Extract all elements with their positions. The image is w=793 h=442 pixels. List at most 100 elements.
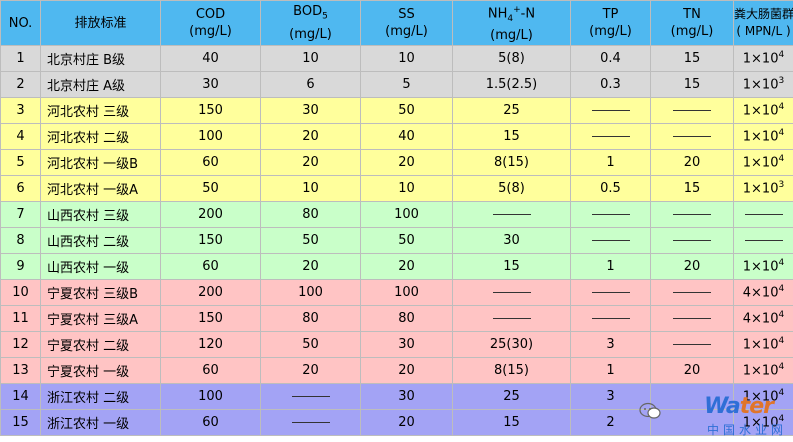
coliform-base: 1×10 [742, 129, 779, 145]
dash-mark: — [591, 318, 630, 319]
cell-no: 13 [0, 357, 41, 384]
cell-bod: 20 [260, 253, 361, 280]
coliform-base: 1×10 [742, 77, 779, 93]
table-row: 9 山西农村 一级 60 20 20 15 1 20 1×104 [0, 253, 793, 280]
cell-name: 山西农村 二级 [40, 227, 161, 254]
dash-mark: — [291, 396, 330, 397]
cell-cod: 120 [160, 331, 261, 358]
cell-no: 5 [0, 149, 41, 176]
cell-tn: — [650, 331, 734, 358]
cell-tn: — [650, 201, 734, 228]
coliform-base: 1×10 [742, 181, 779, 197]
coliform-base: 1×10 [742, 337, 779, 353]
cell-ss: 20 [360, 149, 453, 176]
cell-tp: 0.3 [570, 71, 651, 98]
dash-mark: — [673, 214, 711, 215]
cell-cod: 150 [160, 227, 261, 254]
coliform-exponent: 4 [778, 388, 785, 399]
cell-no: 8 [0, 227, 41, 254]
cell-no: 7 [0, 201, 41, 228]
coliform-exponent: 3 [778, 180, 785, 191]
cell-tn: 15 [650, 175, 734, 202]
cell-nh: 8(15) [452, 357, 571, 384]
coliform-exponent: 4 [778, 414, 785, 425]
table-row: 2 北京村庄 A级 30 6 5 1.5(2.5) 0.3 15 1×103 [0, 71, 793, 98]
cell-no: 2 [0, 71, 41, 98]
header-no: NO. [0, 0, 41, 46]
coliform-base: 1×10 [742, 51, 779, 67]
cell-ss: 40 [360, 123, 453, 150]
dash-mark: — [744, 240, 783, 241]
cell-name: 山西农村 一级 [40, 253, 161, 280]
cell-name: 浙江农村 二级 [40, 383, 161, 410]
header-tn: TN (mg/L) [650, 0, 734, 46]
cell-tn: — [650, 305, 734, 332]
cell-name: 北京村庄 B级 [40, 45, 161, 72]
cell-nh: 5(8) [452, 175, 571, 202]
cell-bod: 100 [260, 279, 361, 306]
cell-tp: 0.4 [570, 45, 651, 72]
cell-cod: 30 [160, 71, 261, 98]
header-ss: SS (mg/L) [360, 0, 453, 46]
header-standard: 排放标准 [40, 0, 161, 46]
cell-no: 6 [0, 175, 41, 202]
table-row: 6 河北农村 一级A 50 10 10 5(8) 0.5 15 1×103 [0, 175, 793, 202]
dash-mark: — [492, 318, 531, 319]
cell-ss: 10 [360, 175, 453, 202]
cell-nh: — [452, 279, 571, 306]
cell-tp: — [570, 201, 651, 228]
cell-cod: 60 [160, 253, 261, 280]
cell-name: 宁夏农村 三级B [40, 279, 161, 306]
watermark-logo: Water [704, 394, 774, 419]
cell-tp: 3 [570, 331, 651, 358]
cell-ss: 10 [360, 45, 453, 72]
cell-tp: 1 [570, 253, 651, 280]
cell-name: 宁夏农村 二级 [40, 331, 161, 358]
cell-cod: 40 [160, 45, 261, 72]
dash-mark: — [591, 110, 630, 111]
dash-mark: — [744, 214, 783, 215]
cell-no: 15 [0, 409, 41, 436]
cell-tn: 20 [650, 253, 734, 280]
cell-tn: — [650, 227, 734, 254]
cell-nh: 1.5(2.5) [452, 71, 571, 98]
cell-bod: 80 [260, 305, 361, 332]
cell-bod: 10 [260, 175, 361, 202]
cell-bod: 50 [260, 227, 361, 254]
coliform-exponent: 4 [778, 258, 785, 269]
cell-coliform: 1×103 [733, 71, 793, 98]
cell-no: 9 [0, 253, 41, 280]
cell-cod: 150 [160, 305, 261, 332]
cell-ss: 20 [360, 409, 453, 436]
cell-ss: 100 [360, 279, 453, 306]
coliform-base: 1×10 [742, 363, 779, 379]
coliform-base: 1×10 [742, 415, 779, 431]
dash-mark: — [591, 292, 630, 293]
cell-coliform: 1×104 [733, 409, 793, 436]
cell-coliform: 1×104 [733, 331, 793, 358]
cell-bod: 80 [260, 201, 361, 228]
cell-no: 4 [0, 123, 41, 150]
cell-nh: 5(8) [452, 45, 571, 72]
cell-name: 北京村庄 A级 [40, 71, 161, 98]
cell-ss: 50 [360, 227, 453, 254]
cell-nh: 25 [452, 383, 571, 410]
cell-tp: 1 [570, 357, 651, 384]
dash-mark: — [591, 214, 630, 215]
cell-name: 宁夏农村 三级A [40, 305, 161, 332]
cell-cod: 200 [160, 201, 261, 228]
cell-bod: 10 [260, 45, 361, 72]
cell-bod: — [260, 409, 361, 436]
cell-no: 12 [0, 331, 41, 358]
cell-cod: 50 [160, 175, 261, 202]
cell-bod: — [260, 383, 361, 410]
cell-cod: 60 [160, 357, 261, 384]
dash-mark: — [591, 240, 630, 241]
